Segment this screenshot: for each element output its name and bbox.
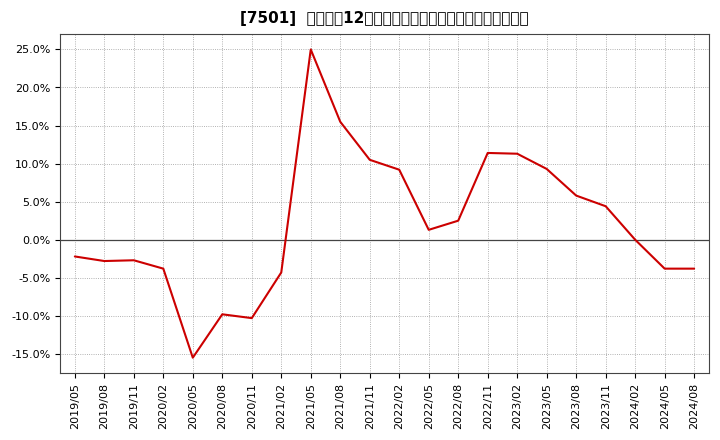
Title: [7501]  売上高の12か月移動合計の対前年同期増減率の推移: [7501] 売上高の12か月移動合計の対前年同期増減率の推移 [240, 11, 528, 26]
